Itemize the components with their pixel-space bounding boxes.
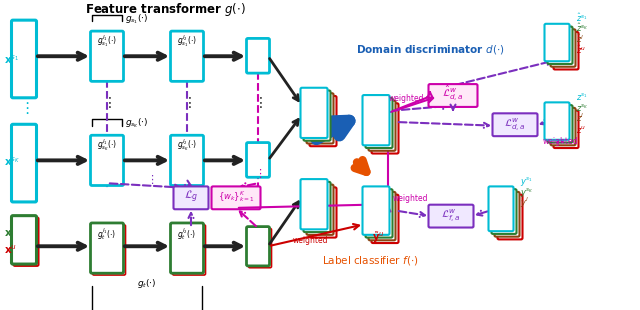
Text: $\mathcal{L}^w_{f,a}$: $\mathcal{L}^w_{f,a}$ <box>441 207 461 224</box>
FancyBboxPatch shape <box>12 124 36 202</box>
FancyBboxPatch shape <box>495 192 520 237</box>
FancyBboxPatch shape <box>12 216 36 264</box>
Text: $g^{l_1}_{s_K}(\cdot)$: $g^{l_1}_{s_K}(\cdot)$ <box>97 137 117 153</box>
Text: $g_{s_1}(\cdot)$: $g_{s_1}(\cdot)$ <box>125 12 148 26</box>
FancyBboxPatch shape <box>301 88 328 138</box>
FancyBboxPatch shape <box>369 192 396 240</box>
FancyBboxPatch shape <box>310 187 337 237</box>
Text: $\mathbf{x}^{u}$: $\mathbf{x}^{u}$ <box>4 244 17 256</box>
Text: $g^{l_2}_{t}(\cdot)$: $g^{l_2}_{t}(\cdot)$ <box>177 226 196 241</box>
Text: $y^{s_K}$: $y^{s_K}$ <box>520 186 534 199</box>
FancyBboxPatch shape <box>246 38 269 73</box>
FancyBboxPatch shape <box>170 135 204 185</box>
FancyBboxPatch shape <box>310 96 337 146</box>
Text: $z^{s_K}$: $z^{s_K}$ <box>576 102 589 113</box>
Text: $\vdots$: $\vdots$ <box>146 173 154 186</box>
FancyBboxPatch shape <box>173 186 209 209</box>
Text: $z^{u}$: $z^{u}$ <box>576 124 586 135</box>
FancyBboxPatch shape <box>554 32 579 69</box>
FancyBboxPatch shape <box>246 143 269 177</box>
FancyBboxPatch shape <box>547 105 573 143</box>
FancyBboxPatch shape <box>545 24 570 61</box>
Text: $\vdots$: $\vdots$ <box>182 95 192 110</box>
FancyBboxPatch shape <box>545 102 570 140</box>
FancyBboxPatch shape <box>90 31 124 81</box>
Text: $z^{s_1}$: $z^{s_1}$ <box>576 91 588 102</box>
Text: $\mathbf{x}^{s_K}$: $\mathbf{x}^{s_K}$ <box>4 156 20 168</box>
Text: weighted: weighted <box>388 94 424 103</box>
FancyBboxPatch shape <box>90 135 124 185</box>
Text: $\tilde{\mathbf{y}}^u$: $\tilde{\mathbf{y}}^u$ <box>372 230 384 245</box>
FancyBboxPatch shape <box>13 218 38 266</box>
FancyBboxPatch shape <box>93 225 125 275</box>
Text: weighted: weighted <box>542 137 578 146</box>
FancyBboxPatch shape <box>365 98 392 148</box>
Text: $\vdots$: $\vdots$ <box>254 167 262 180</box>
Text: $g^{l_2}_{s_1}(\cdot)$: $g^{l_2}_{s_1}(\cdot)$ <box>177 33 197 49</box>
FancyBboxPatch shape <box>371 103 399 153</box>
FancyBboxPatch shape <box>429 84 477 107</box>
FancyBboxPatch shape <box>12 20 36 98</box>
Text: $\mathbf{x}^{s_1}$: $\mathbf{x}^{s_1}$ <box>4 54 19 66</box>
Text: $g^{l_1}_{t}(\cdot)$: $g^{l_1}_{t}(\cdot)$ <box>97 226 116 241</box>
FancyBboxPatch shape <box>371 195 399 243</box>
FancyBboxPatch shape <box>170 31 204 81</box>
FancyBboxPatch shape <box>301 179 328 229</box>
Text: Feature transformer $g(\cdot)$: Feature transformer $g(\cdot)$ <box>84 1 246 18</box>
FancyBboxPatch shape <box>362 95 390 145</box>
FancyBboxPatch shape <box>303 91 330 141</box>
Text: $\mathcal{L}_{g}$: $\mathcal{L}_{g}$ <box>184 189 198 206</box>
Text: weighted: weighted <box>292 236 328 245</box>
Text: $y^{s_1}$: $y^{s_1}$ <box>520 175 533 188</box>
FancyBboxPatch shape <box>493 113 538 136</box>
FancyBboxPatch shape <box>307 93 333 144</box>
Text: $g_{t}(\cdot)$: $g_{t}(\cdot)$ <box>137 277 157 290</box>
FancyBboxPatch shape <box>211 186 260 209</box>
FancyBboxPatch shape <box>492 189 516 234</box>
Text: $\hat{\mathcal{L}}^w_{d,a}$: $\hat{\mathcal{L}}^w_{d,a}$ <box>442 84 464 103</box>
Text: $g^{l_1}_{s_1}(\cdot)$: $g^{l_1}_{s_1}(\cdot)$ <box>97 33 117 49</box>
Text: $\mathcal{L}^w_{d,a}$: $\mathcal{L}^w_{d,a}$ <box>504 116 526 133</box>
Text: $z^{l}$: $z^{l}$ <box>576 112 584 124</box>
Text: $\hat{z}^{u}$: $\hat{z}^{u}$ <box>576 44 586 56</box>
Text: $\hat{z}^{l}$: $\hat{z}^{l}$ <box>576 33 584 46</box>
FancyBboxPatch shape <box>369 100 396 151</box>
FancyBboxPatch shape <box>488 186 513 231</box>
FancyBboxPatch shape <box>365 189 392 237</box>
Text: $\vdots$: $\vdots$ <box>253 95 263 110</box>
Text: Domain discriminator $d(\cdot)$: Domain discriminator $d(\cdot)$ <box>356 43 504 56</box>
FancyBboxPatch shape <box>170 223 204 273</box>
Text: $\vdots$: $\vdots$ <box>19 100 29 116</box>
FancyBboxPatch shape <box>90 223 124 273</box>
FancyBboxPatch shape <box>303 182 330 232</box>
FancyBboxPatch shape <box>554 111 579 148</box>
FancyBboxPatch shape <box>173 225 205 275</box>
FancyBboxPatch shape <box>307 184 333 235</box>
Text: $g^{l_2}_{s_K}(\cdot)$: $g^{l_2}_{s_K}(\cdot)$ <box>177 137 197 153</box>
FancyBboxPatch shape <box>429 205 474 228</box>
FancyBboxPatch shape <box>248 228 271 268</box>
FancyBboxPatch shape <box>550 108 575 145</box>
Text: $y^{l}$: $y^{l}$ <box>520 196 529 210</box>
FancyBboxPatch shape <box>362 186 390 235</box>
Text: $\hat{z}^{s_1}$: $\hat{z}^{s_1}$ <box>576 11 588 24</box>
Text: Label classifier $f(\cdot)$: Label classifier $f(\cdot)$ <box>322 254 419 267</box>
Text: $\vdots$: $\vdots$ <box>102 95 112 110</box>
Text: $g_{s_K}(\cdot)$: $g_{s_K}(\cdot)$ <box>125 117 148 130</box>
Text: $\mathbf{x}^{l}$: $\mathbf{x}^{l}$ <box>4 225 15 238</box>
FancyBboxPatch shape <box>547 27 573 64</box>
FancyBboxPatch shape <box>246 227 269 266</box>
Text: $\{w_k\}_{k=1}^K$: $\{w_k\}_{k=1}^K$ <box>218 189 255 204</box>
Text: $\hat{z}^{s_K}$: $\hat{z}^{s_K}$ <box>576 22 589 34</box>
Text: weighted: weighted <box>392 194 428 203</box>
FancyBboxPatch shape <box>497 195 522 239</box>
FancyBboxPatch shape <box>550 29 575 67</box>
